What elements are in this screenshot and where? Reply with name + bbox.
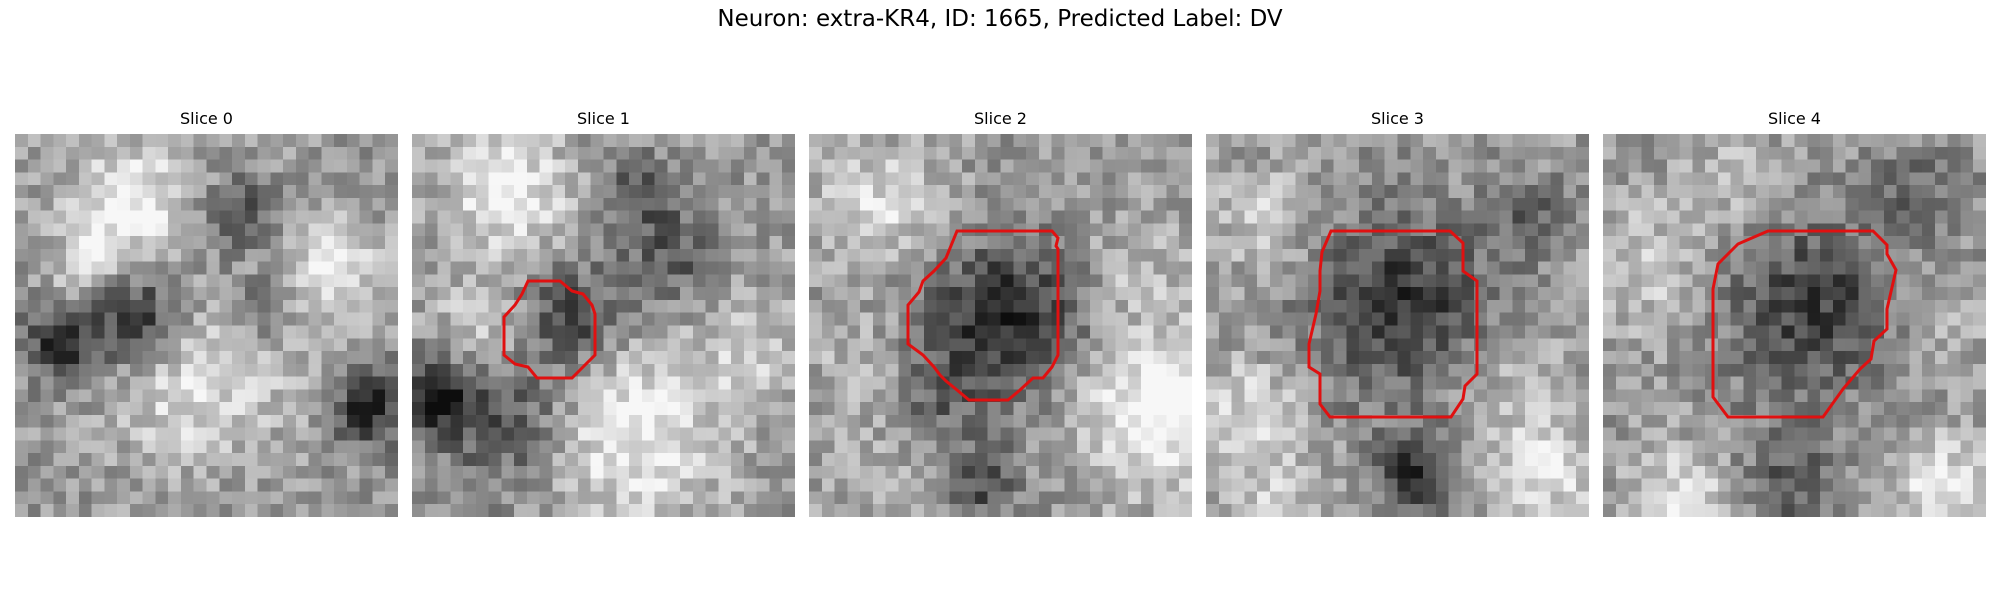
roi-outline bbox=[502, 279, 597, 380]
roi-outline bbox=[1711, 229, 1898, 419]
grayscale-image bbox=[412, 134, 795, 517]
roi-polygon bbox=[906, 229, 1060, 402]
roi-outline bbox=[1307, 229, 1479, 419]
slice-title: Slice 2 bbox=[974, 109, 1027, 128]
roi-outline bbox=[906, 229, 1060, 402]
slice-image bbox=[809, 134, 1192, 517]
slice-title: Slice 1 bbox=[577, 109, 630, 128]
grayscale-image bbox=[809, 134, 1192, 517]
slice-title: Slice 0 bbox=[180, 109, 233, 128]
slice-title: Slice 3 bbox=[1371, 109, 1424, 128]
slice-panel-3: Slice 3 bbox=[1206, 108, 1589, 517]
slice-panel-4: Slice 4 bbox=[1603, 108, 1986, 517]
grayscale-image bbox=[1206, 134, 1589, 517]
roi-polygon bbox=[1711, 229, 1898, 419]
slice-panel-0: Slice 0 bbox=[15, 108, 398, 517]
roi-polygon bbox=[1307, 229, 1479, 419]
figure-title: Neuron: extra-KR4, ID: 1665, Predicted L… bbox=[717, 6, 1283, 32]
slice-title: Slice 4 bbox=[1768, 109, 1821, 128]
slice-image bbox=[1206, 134, 1589, 517]
slice-panel-1: Slice 1 bbox=[412, 108, 795, 517]
grayscale-image bbox=[1603, 134, 1986, 517]
slice-image bbox=[1603, 134, 1986, 517]
slice-image bbox=[15, 134, 398, 517]
slice-image bbox=[412, 134, 795, 517]
slice-panel-2: Slice 2 bbox=[809, 108, 1192, 517]
roi-outline bbox=[15, 134, 398, 517]
grayscale-image bbox=[15, 134, 398, 517]
roi-polygon bbox=[502, 279, 597, 380]
